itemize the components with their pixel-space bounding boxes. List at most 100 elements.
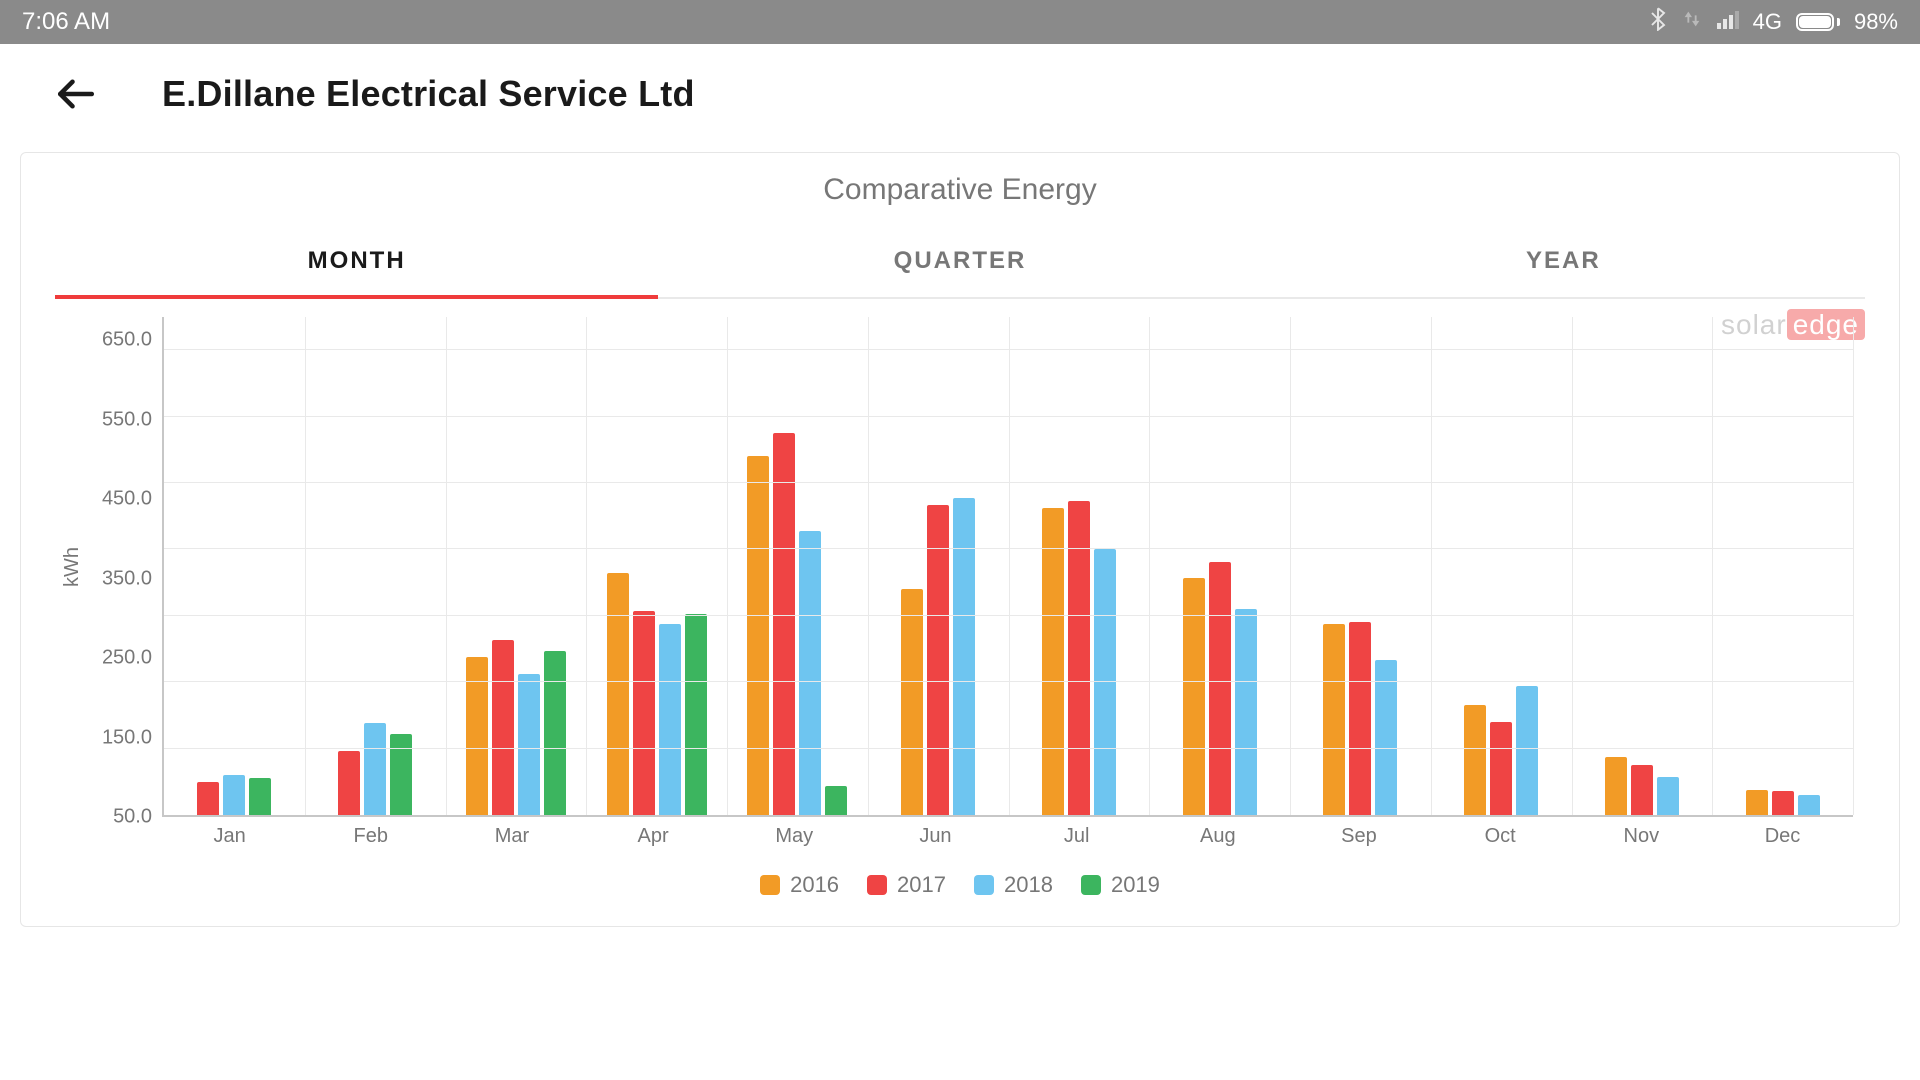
- bar: [1772, 791, 1794, 815]
- bar-group: [305, 317, 446, 815]
- network-label: 4G: [1753, 9, 1782, 35]
- bar: [1464, 705, 1486, 815]
- status-right: 4G 98%: [1649, 7, 1898, 37]
- x-axis-ticks: JanFebMarAprMayJunJulAugSepOctNovDec: [159, 817, 1853, 848]
- bar-group: [1431, 317, 1572, 815]
- bar: [1798, 795, 1820, 815]
- month-column: [727, 317, 868, 815]
- card-title: Comparative Energy: [55, 173, 1865, 207]
- bar: [1323, 624, 1345, 815]
- y-tick-label: 550.0: [102, 408, 152, 431]
- bar: [338, 751, 360, 815]
- arrow-left-icon: [55, 73, 97, 115]
- period-tabs: MONTHQUARTERYEAR: [55, 233, 1865, 299]
- bar: [633, 611, 655, 815]
- bar: [825, 786, 847, 815]
- month-column: [1290, 317, 1431, 815]
- gridline-h: [164, 615, 1853, 616]
- tab-year[interactable]: YEAR: [1262, 233, 1865, 297]
- x-tick-label: Apr: [583, 817, 724, 848]
- legend-label: 2017: [897, 872, 946, 898]
- gridline-v: [1853, 317, 1854, 815]
- month-column: [164, 317, 305, 815]
- bar: [390, 734, 412, 815]
- bar-group: [586, 317, 727, 815]
- gridline-h: [164, 416, 1853, 417]
- gridline-h: [164, 349, 1853, 350]
- bar: [1605, 757, 1627, 815]
- tab-month[interactable]: MONTH: [55, 233, 658, 297]
- month-column: [1009, 317, 1150, 815]
- bar: [1183, 578, 1205, 815]
- gridline-h: [164, 482, 1853, 483]
- y-tick-label: 450.0: [102, 488, 152, 511]
- x-tick-label: Jun: [865, 817, 1006, 848]
- bar: [1746, 790, 1768, 815]
- legend-item[interactable]: 2019: [1081, 872, 1160, 898]
- gridline-h: [164, 548, 1853, 549]
- updown-icon: [1681, 8, 1703, 36]
- legend-item[interactable]: 2017: [867, 872, 946, 898]
- month-column: [1572, 317, 1713, 815]
- bar: [1094, 549, 1116, 815]
- energy-bar-chart: kWh 650.0550.0450.0350.0250.0150.050.0: [55, 317, 1865, 817]
- plot-area: [162, 317, 1853, 817]
- x-tick-label: Jul: [1006, 817, 1147, 848]
- x-tick-label: Nov: [1571, 817, 1712, 848]
- status-bar: 7:06 AM 4G 98%: [0, 0, 1920, 44]
- battery-pct: 98%: [1854, 9, 1898, 35]
- back-button[interactable]: [52, 70, 100, 118]
- x-tick-label: Jan: [159, 817, 300, 848]
- y-axis-label: kWh: [55, 317, 84, 817]
- tab-quarter[interactable]: QUARTER: [658, 233, 1261, 297]
- bar: [1490, 722, 1512, 815]
- bar-group: [1149, 317, 1290, 815]
- bar: [901, 589, 923, 815]
- gridline-h: [164, 681, 1853, 682]
- bar-group: [1290, 317, 1431, 815]
- legend-item[interactable]: 2016: [760, 872, 839, 898]
- bar: [1209, 562, 1231, 815]
- legend-label: 2018: [1004, 872, 1053, 898]
- x-tick-label: Mar: [441, 817, 582, 848]
- bar: [799, 531, 821, 815]
- bar: [1657, 777, 1679, 816]
- status-time: 7:06 AM: [22, 8, 110, 36]
- bar: [1516, 686, 1538, 815]
- bar: [1375, 660, 1397, 815]
- bar: [659, 624, 681, 815]
- bar-group: [164, 317, 305, 815]
- bar: [197, 782, 219, 815]
- bar: [249, 778, 271, 815]
- signal-icon: [1717, 9, 1739, 35]
- bar-group: [1572, 317, 1713, 815]
- battery-icon: [1796, 13, 1840, 31]
- bar: [1349, 622, 1371, 815]
- legend-item[interactable]: 2018: [974, 872, 1053, 898]
- x-tick-label: May: [724, 817, 865, 848]
- comparative-energy-card: Comparative Energy MONTHQUARTERYEAR sola…: [20, 152, 1900, 927]
- bar-group: [1712, 317, 1853, 815]
- x-tick-label: Aug: [1147, 817, 1288, 848]
- bar-group: [727, 317, 868, 815]
- y-tick-label: 650.0: [102, 329, 152, 352]
- y-axis-ticks: 650.0550.0450.0350.0250.0150.050.0: [84, 317, 162, 817]
- bar: [927, 505, 949, 815]
- chart-legend: 2016 2017 2018 2019: [55, 872, 1865, 898]
- y-tick-label: 150.0: [102, 726, 152, 749]
- month-column: [868, 317, 1009, 815]
- legend-swatch: [1081, 875, 1101, 895]
- x-tick-label: Oct: [1430, 817, 1571, 848]
- bar: [1235, 609, 1257, 815]
- month-column: [305, 317, 446, 815]
- bar-group: [446, 317, 587, 815]
- bar: [685, 614, 707, 815]
- bar-group: [1009, 317, 1150, 815]
- bar-columns: [164, 317, 1853, 815]
- legend-label: 2019: [1111, 872, 1160, 898]
- y-tick-label: 50.0: [113, 806, 152, 829]
- legend-swatch: [760, 875, 780, 895]
- chart-container: solaredge kWh 650.0550.0450.0350.0250.01…: [55, 317, 1865, 898]
- month-column: [586, 317, 727, 815]
- x-tick-label: Feb: [300, 817, 441, 848]
